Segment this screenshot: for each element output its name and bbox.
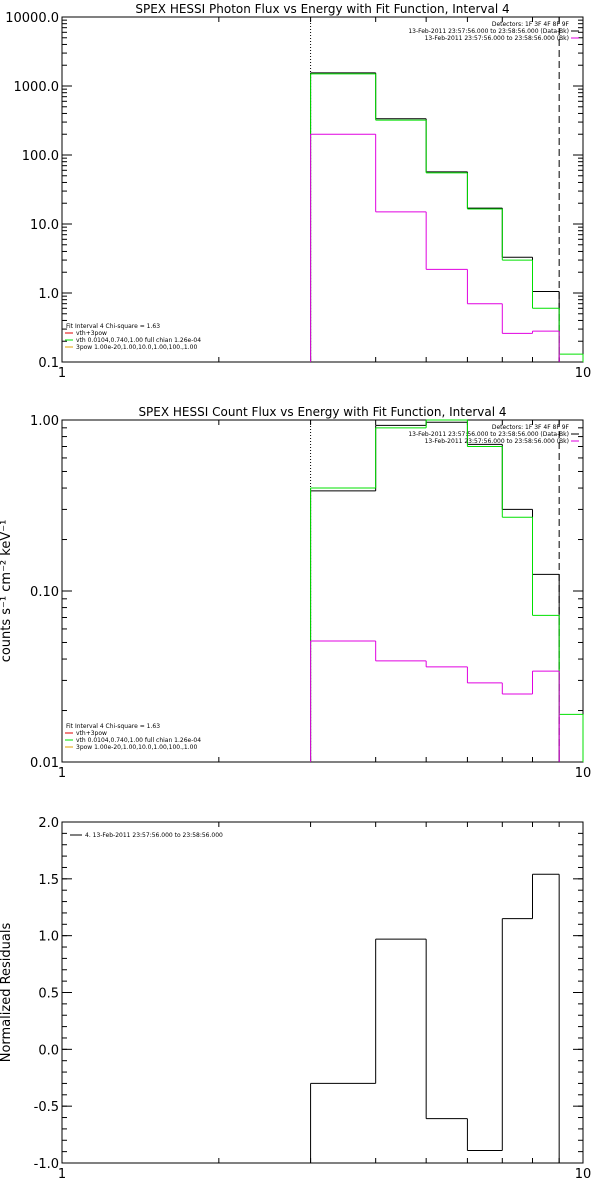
y-tick-label: 100.0	[22, 149, 59, 164]
legend-entry: 13-Feb-2011 23:57:56.000 to 23:58:56.000…	[408, 28, 569, 35]
legend-entry: vth+3pow	[76, 730, 107, 737]
plot-frame	[61, 419, 584, 763]
y-tick-label: 1.0	[38, 930, 59, 945]
legend-entry: Fit Interval 4 Chi-square = 1.63	[66, 323, 160, 330]
x-tick-label: 10	[575, 766, 592, 781]
legend-entry: 4. 13-Feb-2011 23:57:56.000 to 23:58:56.…	[85, 832, 223, 839]
y-tick-label: 10000.0	[5, 11, 59, 26]
legend-entry: Detectors: 1F 3F 4F 8F 9F	[492, 424, 570, 431]
series-magenta	[310, 133, 560, 362]
series-black	[310, 421, 560, 762]
y-tick-label: 1000.0	[14, 80, 60, 95]
legend-entry: vth 0.0104,0.740,1.00 full chian 1.26e-0…	[76, 337, 201, 344]
legend-entry: 13-Feb-2011 23:57:56.000 to 23:58:56.000…	[425, 438, 569, 445]
plot-frame	[61, 821, 584, 1164]
panel-2: SPEX HESSI Count Flux vs Energy with Fit…	[0, 405, 591, 781]
series-magenta	[310, 640, 560, 762]
y-tick-label: 0.5	[38, 987, 59, 1002]
series-black	[310, 873, 560, 1163]
x-tick-label: 1	[58, 1167, 66, 1182]
y-axis-label: counts s⁻¹ cm⁻² keV⁻¹	[0, 520, 14, 663]
y-tick-label: 0.1	[38, 356, 59, 371]
legend-entry: 3pow 1.00e-20,1.00,10.0,1.00,100.,1.00	[76, 344, 197, 351]
series-green	[310, 419, 584, 762]
y-tick-label: -1.0	[34, 1157, 59, 1172]
legend-entry: 3pow 1.00e-20,1.00,10.0,1.00,100.,1.00	[76, 744, 197, 751]
x-tick-label: 1	[58, 366, 66, 381]
x-tick-label: 10	[575, 1167, 592, 1182]
y-tick-label: -0.5	[34, 1100, 59, 1115]
y-tick-label: 0.0	[38, 1043, 59, 1058]
chart-title: SPEX HESSI Photon Flux vs Energy with Fi…	[135, 2, 509, 16]
panel-1: SPEX HESSI Photon Flux vs Energy with Fi…	[5, 2, 591, 381]
y-tick-label: 0.10	[30, 585, 59, 600]
y-tick-label: 2.0	[38, 816, 59, 831]
legend-entry: vth+3pow	[76, 330, 107, 337]
series-green	[310, 73, 584, 362]
legend-entry: 13-Feb-2011 23:57:56.000 to 23:58:56.000…	[408, 431, 569, 438]
y-axis-label: Normalized Residuals	[0, 923, 14, 1063]
plot-frame	[61, 16, 584, 363]
x-tick-label: 10	[575, 366, 592, 381]
legend-entry: vth 0.0104,0.740,1.00 full chian 1.26e-0…	[76, 737, 201, 744]
y-tick-label: 1.0	[38, 287, 59, 302]
series-black	[310, 72, 560, 362]
y-tick-label: 1.00	[30, 414, 59, 429]
y-tick-label: 0.01	[30, 756, 59, 771]
legend-entry: Fit Interval 4 Chi-square = 1.63	[66, 723, 160, 730]
legend-entry: 13-Feb-2011 23:57:56.000 to 23:58:56.000…	[425, 35, 569, 42]
y-tick-label: 1.5	[38, 873, 59, 888]
chart-title: SPEX HESSI Count Flux vs Energy with Fit…	[138, 405, 506, 419]
panel-3: Normalized Residuals 1 10 -1.0 -0.5 0.0 0.5 1.0…	[0, 816, 591, 1182]
x-tick-label: 1	[58, 766, 66, 781]
y-tick-label: 10.0	[30, 218, 59, 233]
legend-entry: Detectors: 1F 3F 4F 8F 9F	[492, 21, 570, 28]
